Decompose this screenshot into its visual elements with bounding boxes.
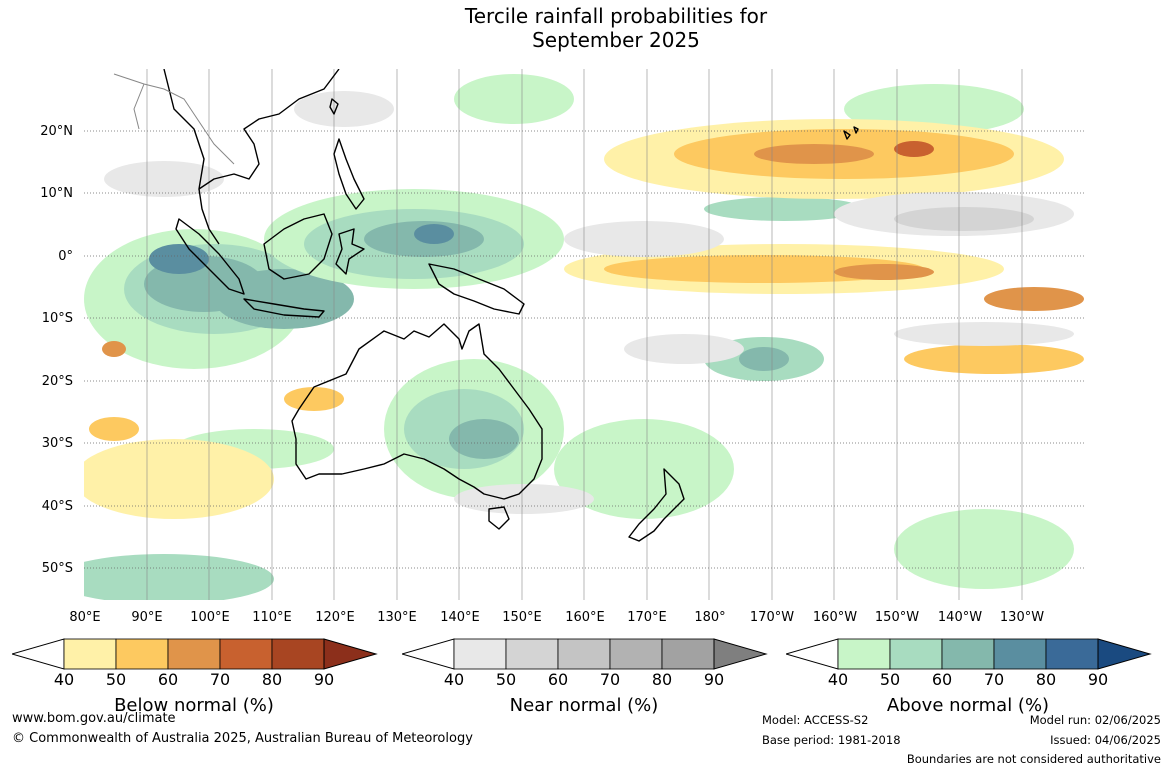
lon-label-100e: 100°E bbox=[190, 610, 230, 625]
lon-label-160w: 160°W bbox=[812, 610, 858, 625]
map-title-line1: Tercile rainfall probabilities for bbox=[464, 4, 768, 28]
lat-label-40s: 40°S bbox=[41, 499, 73, 514]
below-normal-colorbar-swatches bbox=[10, 638, 378, 670]
sulawesi-coast bbox=[335, 228, 365, 275]
below-tick-70: 70 bbox=[209, 670, 231, 689]
above-normal-shading bbox=[84, 74, 1074, 600]
new-zealand-coast bbox=[628, 468, 685, 542]
meridians bbox=[146, 69, 1023, 600]
country-borders bbox=[113, 73, 235, 165]
near-normal-title: Near normal (%) bbox=[509, 695, 659, 716]
near-normal-colorbar-swatches bbox=[400, 638, 768, 670]
footer-base-period: Base period: 1981-2018 bbox=[762, 733, 901, 747]
below-tick-90: 90 bbox=[313, 670, 335, 689]
near-normal-colorbar: 40 50 60 70 80 90 bbox=[400, 638, 768, 689]
lon-label-140e: 140°E bbox=[440, 610, 480, 625]
near-tick-50: 50 bbox=[495, 670, 517, 689]
australia-coast bbox=[291, 323, 543, 500]
borneo-coast bbox=[263, 213, 333, 280]
hawaii-coast bbox=[843, 126, 859, 140]
coastlines bbox=[163, 69, 859, 542]
below-normal-shading bbox=[84, 119, 1084, 519]
map-title-line2: September 2025 bbox=[532, 28, 700, 52]
footer-model: Model: ACCESS-S2 bbox=[762, 713, 869, 727]
lat-label-50s: 50°S bbox=[41, 561, 73, 576]
above-normal-colorbar-swatches bbox=[784, 638, 1152, 670]
tasmania-coast bbox=[488, 506, 510, 530]
malay-peninsula-coast bbox=[198, 188, 220, 245]
below-tick-80: 80 bbox=[261, 670, 283, 689]
lon-label-110e: 110°E bbox=[252, 610, 292, 625]
map-title: Tercile rainfall probabilities for Septe… bbox=[0, 4, 1173, 52]
above-tick-40: 40 bbox=[827, 670, 849, 689]
lon-label-160e: 160°E bbox=[565, 610, 605, 625]
lat-label-20n: 20°N bbox=[40, 124, 73, 139]
below-normal-title: Below normal (%) bbox=[114, 695, 274, 716]
sumatra-coast bbox=[175, 218, 245, 295]
below-tick-60: 60 bbox=[157, 670, 179, 689]
above-normal-title: Above normal (%) bbox=[886, 695, 1050, 716]
above-normal-colorbar: 40 50 60 70 80 90 bbox=[784, 638, 1152, 689]
lon-label-140w: 140°W bbox=[937, 610, 983, 625]
graticule bbox=[84, 130, 1085, 569]
lat-label-10s: 10°S bbox=[41, 311, 73, 326]
above-tick-90: 90 bbox=[1087, 670, 1109, 689]
above-tick-60: 60 bbox=[931, 670, 953, 689]
near-tick-60: 60 bbox=[547, 670, 569, 689]
lon-label-150w: 150°W bbox=[874, 610, 920, 625]
lon-label-80e: 80°E bbox=[69, 610, 101, 625]
lon-label-150e: 150°E bbox=[502, 610, 542, 625]
lon-label-170w: 170°W bbox=[749, 610, 795, 625]
lat-label-10n: 10°N bbox=[40, 186, 73, 201]
above-tick-50: 50 bbox=[879, 670, 901, 689]
lon-label-180: 180° bbox=[694, 610, 726, 625]
taiwan-coast bbox=[329, 98, 339, 115]
lat-label-20s: 20°S bbox=[41, 374, 73, 389]
above-tick-70: 70 bbox=[983, 670, 1005, 689]
probability-map bbox=[84, 69, 1085, 600]
lat-label-30s: 30°S bbox=[41, 436, 73, 451]
lon-label-90e: 90°E bbox=[131, 610, 163, 625]
footer-url: www.bom.gov.au/climate bbox=[12, 711, 176, 726]
below-normal-colorbar: 40 50 60 70 80 90 bbox=[10, 638, 378, 689]
near-tick-40: 40 bbox=[443, 670, 465, 689]
footer-copyright: © Commonwealth of Australia 2025, Austra… bbox=[12, 731, 473, 746]
philippines-coast bbox=[333, 138, 365, 210]
near-tick-80: 80 bbox=[651, 670, 673, 689]
lon-label-130e: 130°E bbox=[377, 610, 417, 625]
below-tick-50: 50 bbox=[105, 670, 127, 689]
lat-label-0: 0° bbox=[58, 249, 73, 264]
lon-label-130w: 130°W bbox=[999, 610, 1045, 625]
lon-label-120e: 120°E bbox=[315, 610, 355, 625]
near-tick-90: 90 bbox=[703, 670, 725, 689]
near-tick-70: 70 bbox=[599, 670, 621, 689]
below-tick-40: 40 bbox=[53, 670, 75, 689]
footer-issued: Issued: 04/06/2025 bbox=[1050, 733, 1161, 747]
near-normal-shading bbox=[104, 91, 1074, 514]
lon-label-170e: 170°E bbox=[627, 610, 667, 625]
java-coast bbox=[243, 298, 325, 318]
footer-disclaimer: Boundaries are not considered authoritat… bbox=[906, 752, 1161, 766]
new-guinea-coast bbox=[428, 263, 525, 315]
above-tick-80: 80 bbox=[1035, 670, 1057, 689]
indochina-coast bbox=[163, 69, 340, 190]
map-canvas bbox=[84, 69, 1085, 600]
footer-model-run: Model run: 02/06/2025 bbox=[1029, 713, 1161, 727]
